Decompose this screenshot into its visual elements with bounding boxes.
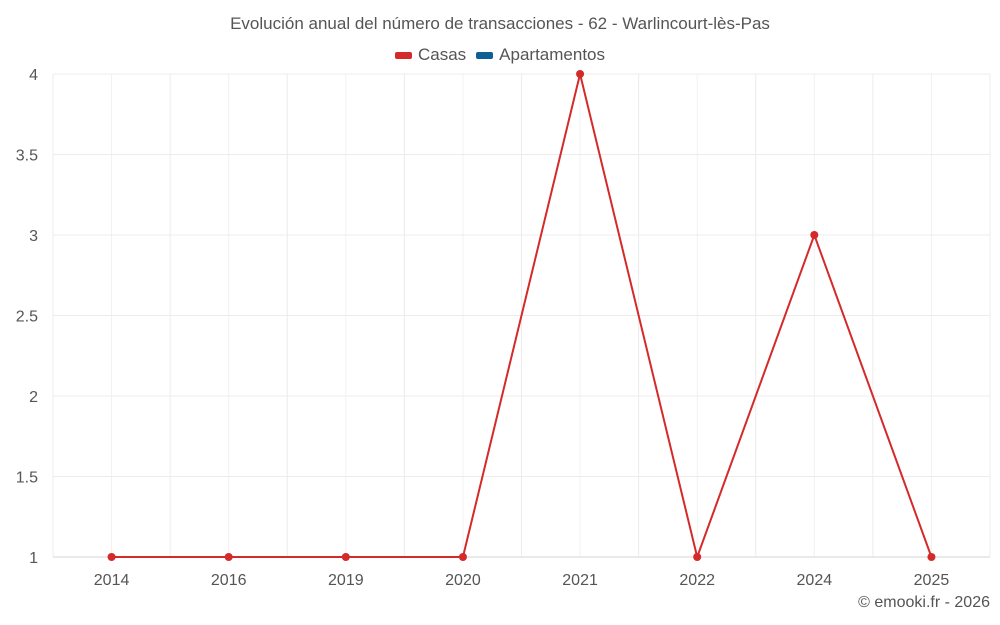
legend-item-casas[interactable]: Casas [394,45,467,65]
x-tick-label: 2025 [914,572,950,589]
legend-label-casas: Casas [417,45,467,64]
data-point [458,553,467,561]
x-tick-label: 2014 [94,572,130,589]
data-point [693,553,702,561]
data-point [107,553,116,561]
data-point [341,553,350,561]
y-tick-label: 3.5 [16,148,38,165]
data-point [810,231,819,239]
x-tick-label: 2021 [562,572,598,589]
x-axis: 2014 2016 2019 2020 2021 2022 2024 2025 [53,556,990,589]
legend-label-apartamentos: Apartamentos [499,45,606,64]
x-tick-label: 2024 [797,572,833,589]
legend-swatch-apartamentos [476,51,494,59]
data-point [576,70,585,78]
x-tick-label: 2019 [328,572,364,589]
chart-legend: Casas Apartamentos [0,45,1000,65]
y-tick-label: 1.5 [16,470,38,487]
y-tick-label: 3 [29,228,38,245]
data-point [927,553,936,561]
y-tick-label: 2 [29,389,38,406]
chart-series [107,70,936,561]
x-tick-label: 2022 [679,572,715,589]
legend-item-apartamentos[interactable]: Apartamentos [476,45,605,65]
y-tick-label: 1 [29,550,38,567]
series-line-casas [111,73,933,561]
y-tick-label: 4 [29,67,38,84]
y-tick-label: 2.5 [16,309,38,326]
legend-swatch-casas [394,51,412,59]
data-point [224,553,233,561]
y-axis: 1 1.5 2 2.5 3 3.5 4 [16,67,38,567]
chart-title: Evolución anual del número de transaccio… [230,14,770,33]
x-tick-label: 2020 [445,572,481,589]
credit-text: © emooki.fr - 2026 [858,594,990,611]
x-tick-label: 2016 [211,572,247,589]
